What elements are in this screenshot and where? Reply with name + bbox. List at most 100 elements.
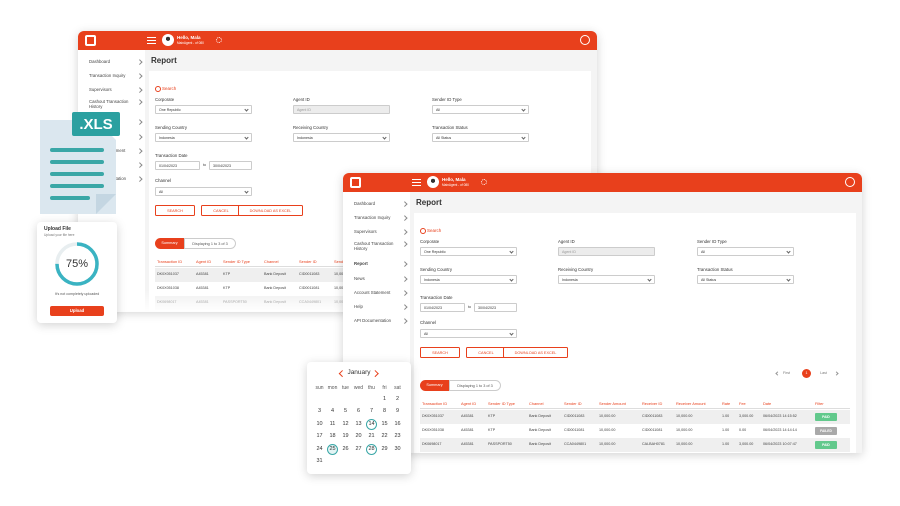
input-box[interactable]: All [155,187,252,196]
tab[interactable]: Summary [420,380,449,391]
menu-item[interactable]: Supervisors [354,229,377,234]
table-cell: CID0011083 [642,414,663,418]
input-box[interactable]: One Republic [420,247,517,256]
input-box[interactable]: Indonesia [420,275,517,284]
pager-item[interactable]: First [780,369,793,378]
menu-item[interactable]: Account Statement [354,290,391,295]
pager-item[interactable]: 1 [802,369,811,378]
input-box[interactable]: All [420,329,517,338]
calendar-day[interactable]: 12 [342,420,349,427]
tab[interactable]: Displaying 1 to 3 of 3 [449,380,501,391]
menu-item[interactable]: Help [354,304,363,309]
tab[interactable]: Summary [155,238,184,249]
input-box[interactable]: Indonesia [558,275,655,284]
action-button[interactable]: CANCEL [466,347,506,358]
menu-item[interactable]: Report [354,261,368,266]
button-label: DOWNLOAD AS EXCEL [514,350,557,355]
menu-chevron [402,317,408,323]
calendar-day[interactable]: 15 [381,420,388,427]
upload-title: Upload File [44,226,71,232]
calendar-day[interactable]: 5 [343,408,348,415]
menu-item[interactable]: Transaction Inquiry [354,215,391,220]
input-box[interactable]: All [697,247,794,256]
menu-chevron [402,303,408,309]
calendar-day[interactable]: 23 [394,433,401,440]
table-cell: 06/04/2023 14:15:52 [763,414,797,418]
action-button[interactable]: DOWNLOAD AS EXCEL [238,205,303,216]
header-rule [420,408,850,409]
tab[interactable]: Displaying 1 to 3 of 3 [184,238,236,249]
menu-toggle[interactable] [412,179,421,186]
calendar-day[interactable]: 4 [330,408,335,415]
input-box[interactable]: All [432,105,529,114]
input-box[interactable]: All Status [697,275,794,284]
calendar-day[interactable]: 11 [329,420,336,427]
input-box[interactable]: Agent ID [293,105,390,114]
column-header: Fee [739,401,746,406]
menu-item[interactable]: News [354,276,365,281]
upload-button[interactable]: Upload [50,306,104,316]
calendar-day[interactable]: 17 [316,433,323,440]
menu-item[interactable]: API Documentation [354,318,392,323]
settings-icon[interactable] [216,37,222,43]
calendar-day[interactable]: 1 [382,396,387,402]
calendar-day[interactable]: 10 [316,420,323,427]
calendar-day[interactable]: 30 [394,445,401,452]
table-cell: PASSPORT50 [488,442,512,446]
calendar-day[interactable]: 29 [381,445,388,452]
input-box[interactable]: 01/04/2023 [155,161,200,170]
menu-item[interactable]: Dashboard [89,59,111,64]
calendar-day[interactable]: 14 [368,420,375,427]
calendar-day[interactable]: 18 [329,433,336,440]
button-label: SEARCH [167,208,183,213]
input-box[interactable]: All Status [432,133,529,142]
calendar-day[interactable]: 8 [382,408,387,415]
calendar-day[interactable]: 9 [395,408,400,415]
calendar-day[interactable]: 24 [316,445,323,452]
calendar-day[interactable]: 28 [368,445,375,452]
action-button[interactable]: DOWNLOAD AS EXCEL [503,347,568,358]
calendar-day[interactable]: 6 [356,408,361,415]
input-box[interactable]: 30/04/2023 [474,303,517,312]
calendar-day[interactable]: 20 [355,433,362,440]
menu-chevron [137,86,143,92]
calendar-day[interactable]: 19 [342,433,349,440]
calendar-day[interactable]: 16 [394,420,401,427]
input-box[interactable]: 30/04/2023 [209,161,252,170]
input-box[interactable]: Indonesia [155,133,252,142]
input-box[interactable]: One Republic [155,105,252,114]
calendar-day[interactable]: 13 [355,420,362,427]
calendar-day[interactable]: 31 [316,458,323,464]
calendar-day[interactable]: 21 [368,433,375,440]
field-label: Transaction Status [697,267,733,272]
action-button[interactable]: SEARCH [420,347,460,358]
calendar-day[interactable]: 22 [381,433,388,440]
pager-item[interactable]: Last [817,369,830,378]
status-badge: PAID [815,413,837,421]
input-value: Indonesia [297,135,313,140]
calendar-day[interactable]: 26 [342,445,349,452]
calendar-day[interactable]: 2 [395,396,400,402]
menu-item[interactable]: Cashout Transaction History [89,99,129,110]
calendar-day[interactable]: 7 [369,408,374,415]
menu-toggle-line [412,181,421,183]
table-cell: DK0X051037 [422,414,444,418]
calendar-day[interactable]: 27 [355,445,362,452]
action-button[interactable]: CANCEL [201,205,241,216]
settings-icon[interactable] [481,179,487,185]
input-box[interactable]: Indonesia [293,133,390,142]
input-box[interactable]: Agent ID [558,247,655,256]
input-box[interactable]: 01/04/2023 [420,303,465,312]
menu-item[interactable]: Dashboard [354,201,376,206]
menu-item[interactable]: Supervisors [89,87,112,92]
menu-toggle[interactable] [147,37,156,44]
power-button[interactable] [580,35,590,45]
action-button[interactable]: SEARCH [155,205,195,216]
calendar-day[interactable]: 3 [317,408,322,415]
menu-item[interactable]: Cashout Transaction History [354,241,394,252]
calendar-day[interactable]: 25 [329,445,336,452]
pager-label: Last [820,370,827,375]
power-button[interactable] [845,177,855,187]
menu-item[interactable]: Transaction Inquiry [89,73,126,78]
